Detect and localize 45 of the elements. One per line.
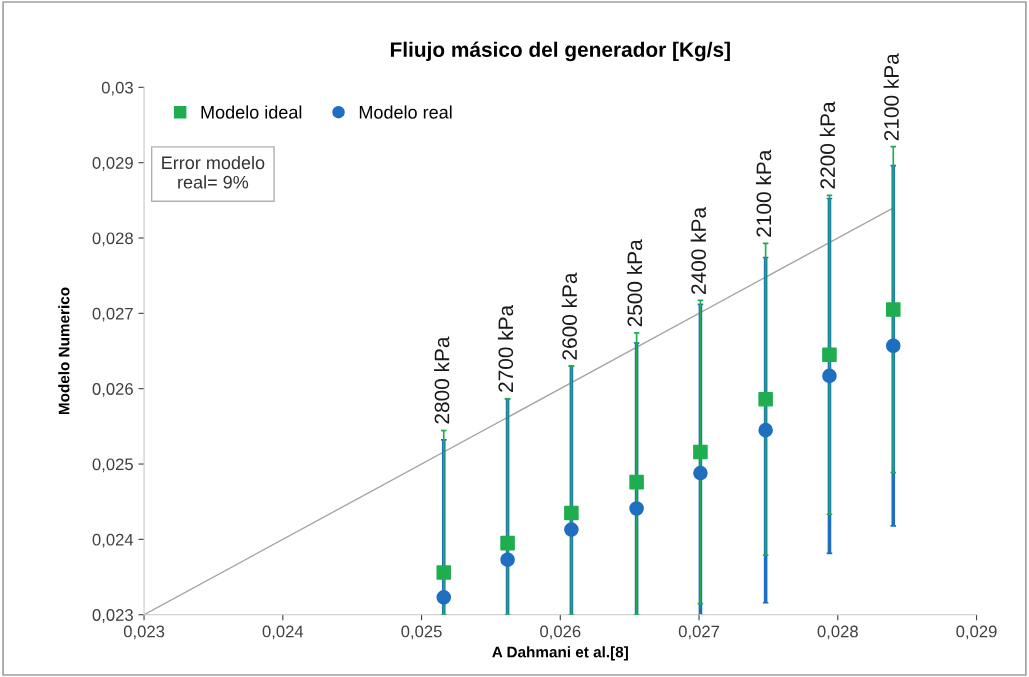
x-tick-label: 0,026 bbox=[540, 625, 581, 640]
annotation: 2700 kPa bbox=[497, 304, 514, 392]
point bbox=[436, 565, 452, 580]
point bbox=[693, 444, 708, 460]
y-tick-label: 0,029 bbox=[92, 157, 133, 171]
annotation: 2800 kPa bbox=[434, 336, 450, 424]
x-tick-label: 0,028 bbox=[817, 625, 858, 640]
y-tick-label: 0,03 bbox=[101, 81, 133, 96]
point bbox=[885, 338, 901, 354]
y-axis-title: Modelo Numerico bbox=[58, 287, 70, 415]
x-tick-label: 0,027 bbox=[678, 625, 720, 640]
point bbox=[629, 474, 644, 490]
point bbox=[564, 505, 579, 521]
chart-title: Fliujo másico del generador [Kg/s] bbox=[390, 41, 730, 62]
point bbox=[629, 501, 644, 516]
x-tick-label: 0,023 bbox=[123, 625, 165, 640]
x-axis-title: A Dahmani et al.[8] bbox=[492, 646, 628, 661]
annotation: 2400 kPa bbox=[690, 206, 707, 294]
point bbox=[758, 422, 773, 438]
point bbox=[822, 347, 837, 363]
x-tick-label: 0,029 bbox=[956, 625, 997, 640]
point bbox=[564, 522, 579, 537]
legend-label: Modelo ideal bbox=[201, 105, 302, 119]
point bbox=[436, 590, 452, 605]
legend-label: Modelo real bbox=[359, 105, 452, 119]
annotation: 2100 kPa bbox=[755, 149, 772, 237]
point bbox=[822, 368, 837, 384]
y-tick-label: 0,028 bbox=[92, 232, 133, 247]
y-tick-label: 0,027 bbox=[92, 307, 133, 322]
y-tick-label: 0,024 bbox=[92, 533, 134, 548]
x-tick-label: 0,025 bbox=[401, 625, 442, 640]
annotation: 2500 kPa bbox=[626, 239, 643, 327]
point bbox=[885, 302, 901, 317]
point bbox=[693, 465, 708, 481]
annotation: 2100 kPa bbox=[883, 53, 899, 141]
annotation: 2200 kPa bbox=[819, 101, 836, 189]
y-tick-label: 0,025 bbox=[92, 458, 133, 473]
point bbox=[500, 535, 515, 551]
point bbox=[500, 552, 515, 568]
y-tick-label: 0,023 bbox=[92, 609, 133, 623]
x-tick-label: 0,024 bbox=[262, 625, 304, 640]
annotation: Error modelo real= 9% bbox=[162, 155, 265, 189]
point bbox=[758, 391, 773, 407]
y-tick-label: 0,026 bbox=[92, 383, 133, 397]
annotation: 2600 kPa bbox=[561, 272, 577, 360]
